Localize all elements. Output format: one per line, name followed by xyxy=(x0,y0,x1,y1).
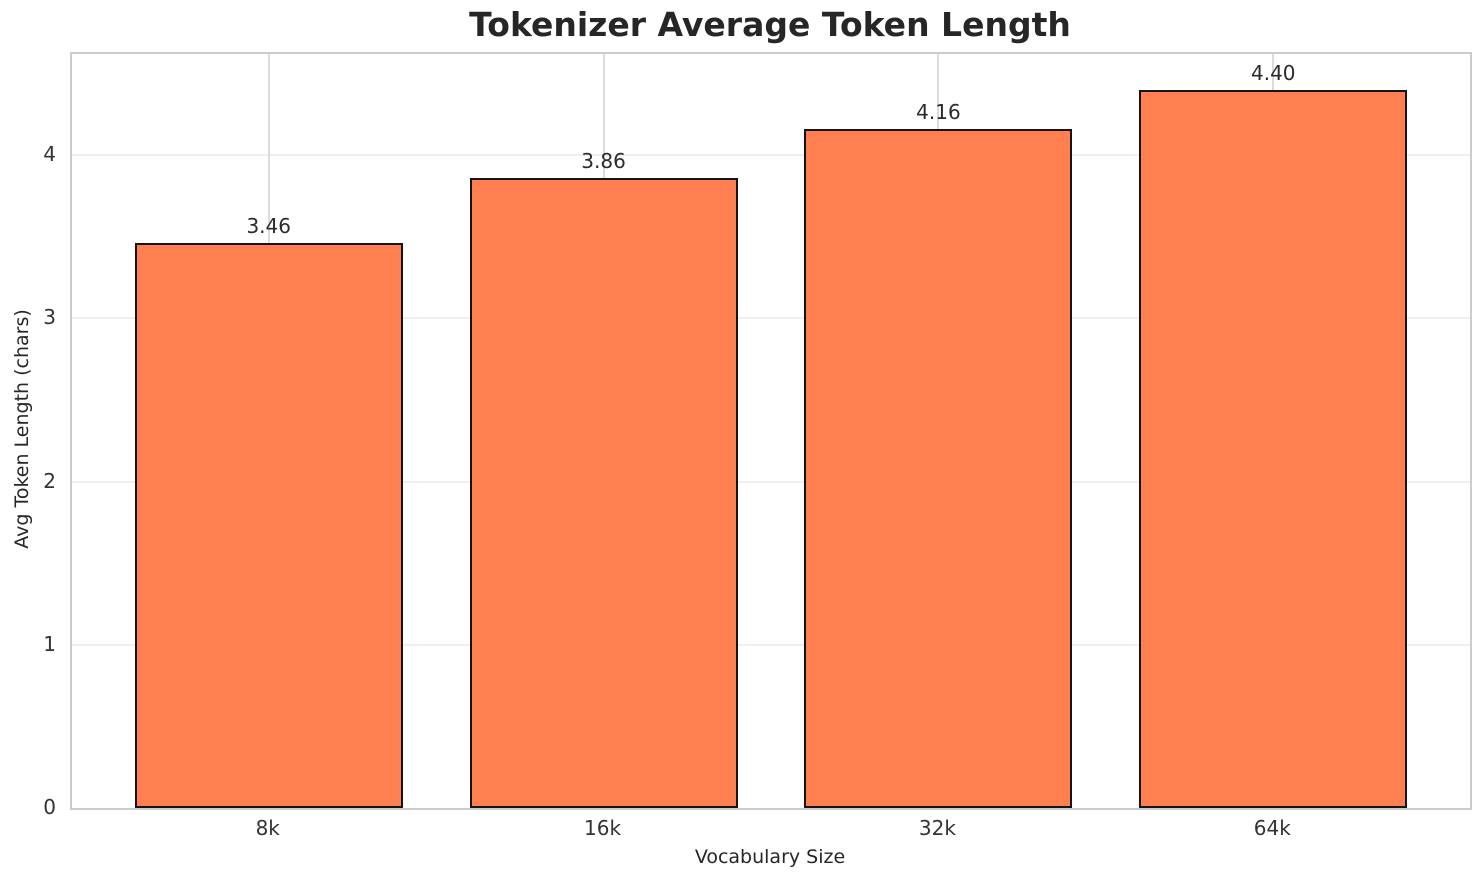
bar xyxy=(804,129,1073,808)
y-tick-label: 2 xyxy=(43,468,56,493)
x-tick-label: 32k xyxy=(918,816,956,840)
y-axis-label: Avg Token Length (chars) xyxy=(11,309,33,549)
y-tick-label: 4 xyxy=(43,142,56,167)
x-tick-label: 16k xyxy=(584,816,622,840)
y-tick-label: 1 xyxy=(43,631,56,656)
bar-value-label: 4.40 xyxy=(1251,60,1296,85)
bar xyxy=(469,178,738,808)
h-gridline xyxy=(72,643,1470,646)
y-tick-label: 3 xyxy=(43,305,56,330)
y-tick-label: 0 xyxy=(43,795,56,819)
plot-area: 3.46 3.86 4.16 4.40 xyxy=(70,52,1472,810)
bar xyxy=(1139,89,1408,808)
bar xyxy=(134,243,403,808)
chart-title: Tokenizer Average Token Length xyxy=(469,5,1071,44)
bar-value-label: 3.86 xyxy=(581,149,626,174)
h-gridline xyxy=(72,480,1470,483)
h-gridline xyxy=(72,317,1470,320)
x-axis-label: Vocabulary Size xyxy=(694,846,846,868)
bar-value-label: 3.46 xyxy=(246,214,291,239)
bar-value-label: 4.16 xyxy=(916,100,961,125)
h-gridline xyxy=(72,154,1470,157)
x-tick-label: 64k xyxy=(1253,816,1291,840)
x-tick-label: 8k xyxy=(255,816,280,840)
